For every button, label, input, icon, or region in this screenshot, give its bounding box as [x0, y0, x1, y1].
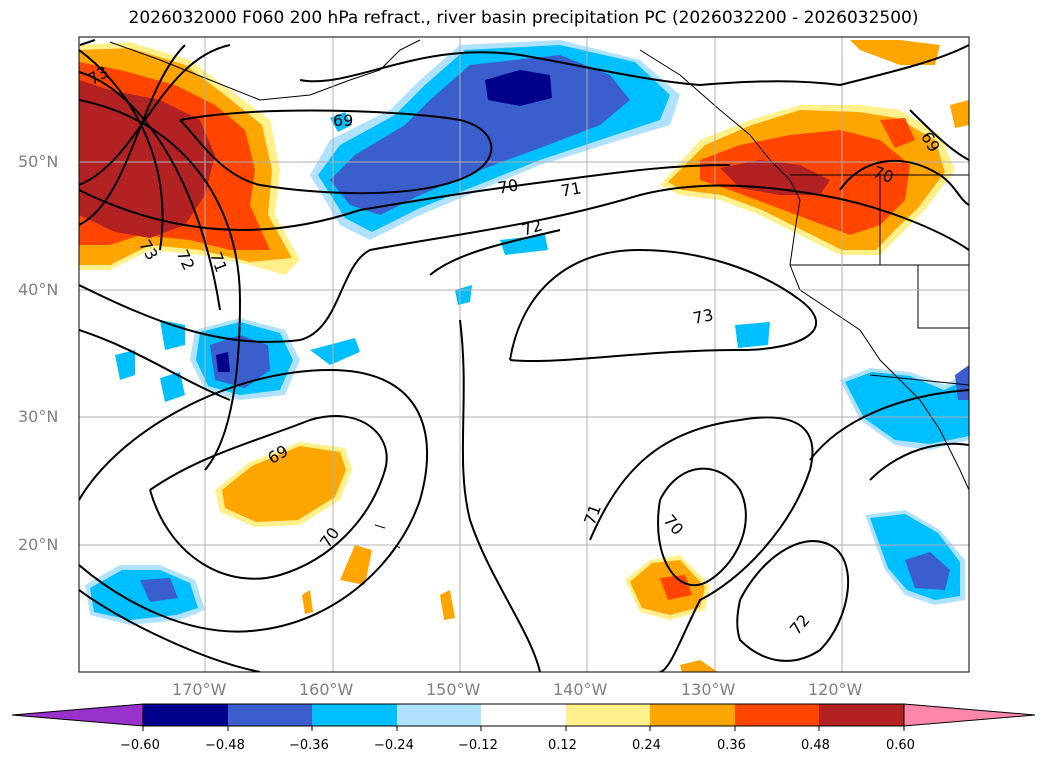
shade-neg-light-4 [115, 350, 135, 380]
contour-70-sub [79, 368, 429, 633]
state-lines [790, 175, 969, 329]
colorbar-min-arrow [11, 703, 144, 727]
colorbar-seg [819, 704, 904, 726]
contour-71-nw [79, 99, 242, 471]
contour-70-south [657, 467, 747, 587]
shade-pos-light-st4 [302, 590, 313, 614]
shade-neg-mid-se [905, 552, 950, 590]
map-frame [78, 36, 970, 673]
colorbar-seg [650, 704, 735, 726]
shade-pos-light-st2 [340, 545, 372, 585]
shade-pos-light-ne3 [950, 100, 969, 128]
shade-neg-light-mx [845, 372, 969, 444]
contour-71 [299, 44, 969, 87]
coast-alaska [109, 39, 421, 101]
colorbar-tick-label: −0.12 [458, 738, 498, 753]
shade-neg-light-8 [500, 235, 548, 255]
colorbar-tick-label: −0.48 [205, 738, 245, 753]
colorbar-seg [566, 704, 650, 726]
contour-72 [79, 229, 561, 401]
colorbar-tick-label: 0.24 [632, 738, 661, 753]
shade-neg-mid-2 [210, 335, 270, 388]
colorbar-seg [143, 704, 228, 726]
colorbar-tick-label: 0.60 [886, 738, 915, 753]
contour-73 [509, 248, 817, 363]
contour-label: 73 [691, 305, 715, 328]
lon-label: 140°W [553, 680, 608, 699]
lat-label: 50°N [18, 152, 59, 171]
lon-label: 130°W [681, 680, 736, 699]
lon-label: 170°W [172, 680, 227, 699]
contour-71-b [79, 184, 969, 343]
colorbar-seg [481, 704, 566, 726]
colorbar-seg [735, 704, 819, 726]
lat-label: 30°N [18, 407, 59, 426]
contour-arcs-nw [79, 44, 231, 226]
contour-69-sub [149, 415, 388, 580]
shade-pos-light-st3 [440, 590, 455, 620]
contour-label: 71 [580, 502, 605, 528]
colorbar-tick-label: −0.36 [289, 738, 329, 753]
colorbar-seg [312, 704, 397, 726]
contour-70 [79, 164, 731, 231]
shade-neg-light-7 [455, 285, 472, 305]
gridlines [79, 37, 969, 672]
precip-shading [79, 40, 969, 672]
colorbar-tick-label: 0.48 [801, 738, 830, 753]
contour-71-sub [79, 319, 541, 672]
shade-neg-small-1 [330, 112, 352, 132]
shade-pos-light-st [222, 446, 346, 522]
contour-label: 70 [496, 175, 519, 197]
lat-label: 40°N [18, 280, 59, 299]
contour-72-nw [79, 71, 221, 311]
shade-neg-light-9 [735, 322, 770, 348]
contour-label: 72 [786, 611, 814, 639]
contour-se [809, 389, 969, 481]
lon-label: 120°W [808, 680, 863, 699]
shade-neg-strong-2 [216, 352, 230, 372]
contour-69 [179, 109, 493, 195]
colorbar-seg [397, 704, 481, 726]
refractivity-contours [79, 39, 969, 672]
contour-label: 69 [333, 111, 353, 130]
colorbar [11, 703, 1036, 731]
contour-72-south [736, 540, 850, 662]
shade-pos-light-ne4 [850, 40, 940, 65]
lon-label: 150°W [426, 680, 481, 699]
contour-label: 70 [660, 511, 688, 539]
contour-label: 70 [316, 524, 343, 552]
lon-label: 160°W [299, 680, 354, 699]
shade-neg-light-6 [310, 338, 360, 365]
colorbar-seg [228, 704, 312, 726]
shade-neg-mid-sw [140, 578, 178, 602]
shade-pos-light-sp2 [680, 660, 718, 672]
coastlines [109, 39, 969, 549]
border-us-mexico [869, 374, 969, 386]
colorbar-max-arrow [903, 703, 1036, 727]
contour-73-nw [79, 39, 164, 251]
shade-neg-mid [330, 55, 630, 215]
contour-69-ne [909, 109, 969, 161]
colorbar-tick-label: 0.36 [717, 738, 746, 753]
shade-neg-strong [485, 70, 552, 106]
contour-70-ne [839, 159, 969, 206]
map-title: 2026032000 F060 200 hPa refract., river … [128, 8, 919, 28]
shade-pos-mid-sp [660, 575, 692, 600]
contour-label: 71 [559, 178, 582, 200]
colorbar-tick-label: 0.12 [548, 738, 577, 753]
shade-neg-light-5 [160, 372, 185, 402]
coast-north-america [639, 49, 969, 491]
contour-71-south [589, 416, 814, 672]
shade-pos-mid-ne2 [880, 118, 915, 148]
lat-label: 20°N [18, 535, 59, 554]
colorbar-frame [142, 703, 905, 727]
colorbar-tick-label: −0.24 [374, 738, 414, 753]
colorbar-tick-label: −0.60 [120, 738, 160, 753]
